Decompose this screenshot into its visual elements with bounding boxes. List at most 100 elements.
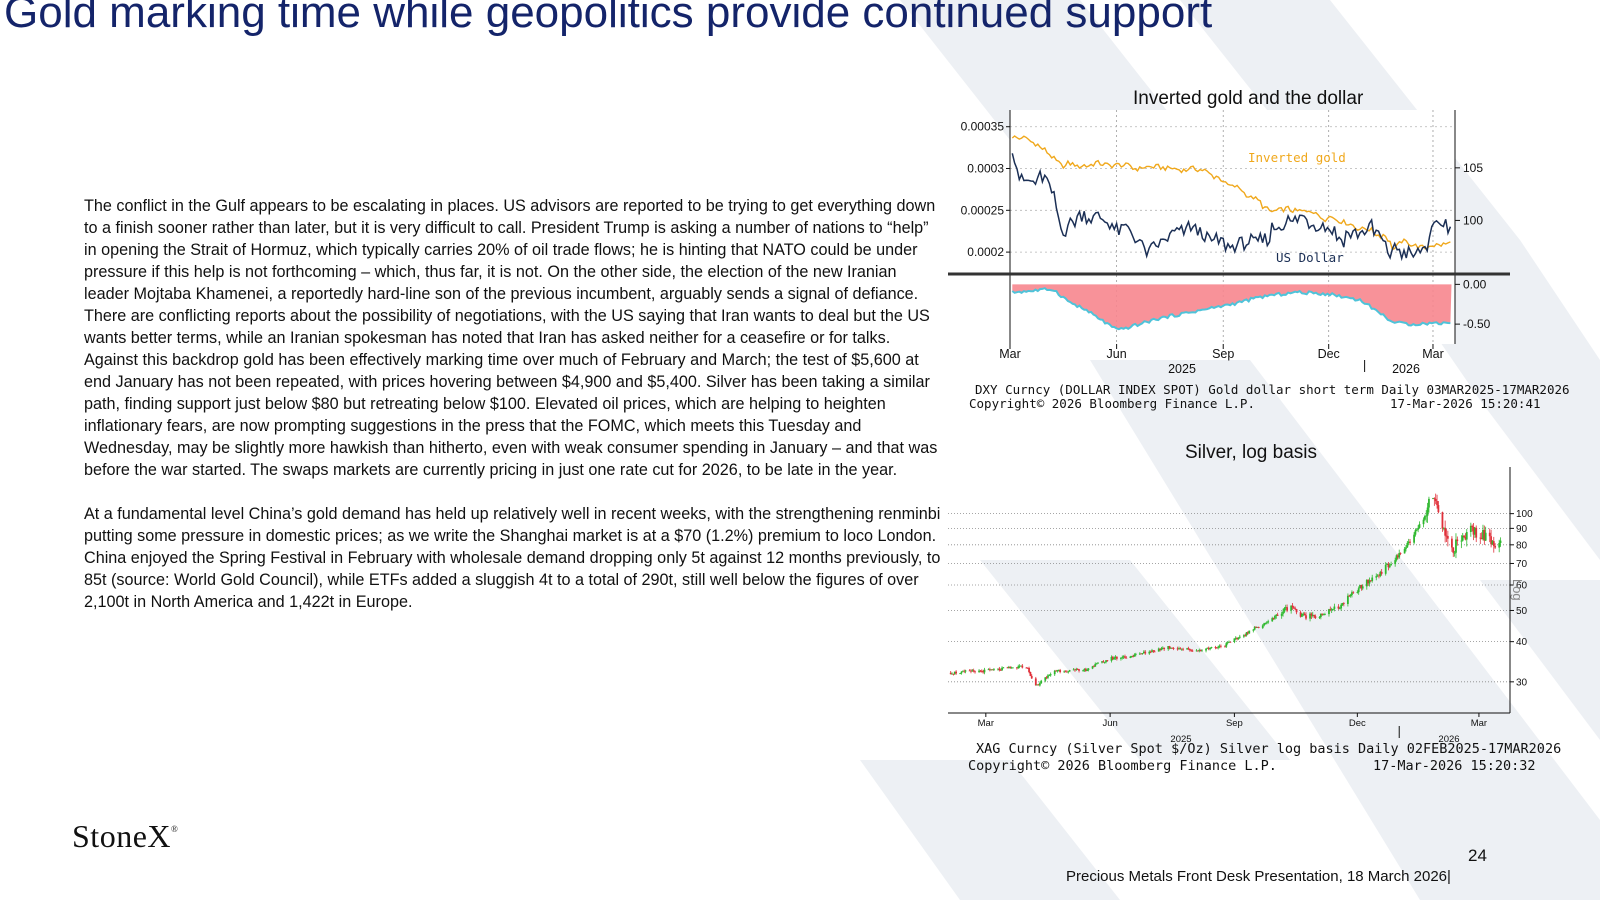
candle-body [1214,646,1217,648]
x-axis-tick-label: Mar [978,718,994,729]
x-axis-tick-label: Mar [1422,347,1444,361]
candle-body [1059,670,1062,673]
candle-body [1210,646,1213,649]
candle-body [953,671,956,674]
candle-body [1488,532,1491,537]
candle-body [1276,614,1279,616]
candle-body [1132,656,1134,657]
candle-body [1047,675,1049,678]
candle-body [1010,667,1013,669]
x-axis-year-label: 2025 [1168,362,1196,376]
candle-body [1219,645,1222,647]
candle-body [1418,524,1421,528]
y-axis-tick-label: 40 [1516,637,1528,648]
candle-body [1409,541,1411,543]
candle-body [1330,609,1333,611]
candle-body [1498,542,1501,548]
candle-body [1483,529,1486,541]
candle-body [1057,670,1060,671]
candle-body [1299,612,1302,617]
candle-body [1375,576,1378,578]
candle-body [991,669,994,671]
candle-body [1434,498,1437,502]
candle-body [1149,651,1152,653]
silver-chart-copyright: Copyright© 2026 Bloomberg Finance L.P. [968,758,1277,774]
silver-chart: 100 90 80 70 60 50 40 30 Log Mar Jun Sep Dec Mar 2025 2… [948,467,1533,745]
candle-body [1124,656,1126,658]
candle-body [1040,680,1043,684]
candle-body [1045,677,1048,679]
candle-body [1188,648,1191,651]
candle-body [1265,622,1268,624]
candle-body [1186,648,1189,650]
candle-body [1380,571,1383,574]
y-axis-tick-label: 100 [1516,509,1533,520]
candle-body [1428,498,1430,508]
candle-body [1120,657,1122,659]
x-axis-year-label: 2026 [1438,734,1459,745]
candle-body [1179,648,1182,650]
candle-body [997,668,999,670]
candle-body [1215,647,1218,649]
candle-body [1368,580,1371,584]
candle-body [1190,650,1193,651]
candle-body [1399,552,1402,554]
candle-body [1207,647,1210,650]
candle-body [1018,666,1021,667]
candle-body [1294,608,1297,610]
candle-body [1044,677,1047,681]
candle-body [1272,618,1275,619]
candle-body [1170,647,1172,649]
candle-body [1257,626,1260,628]
candle-body [1247,632,1249,634]
candle-body [1242,635,1245,637]
candle-body [1253,627,1256,630]
candle-body [1129,656,1132,658]
candle-body [1302,613,1305,615]
candle-body [1414,530,1417,535]
candle-body [1115,656,1118,659]
candle-body [1157,648,1160,652]
candle-body [1361,586,1364,589]
registered-mark: ® [171,824,179,834]
candle-body [1217,646,1220,648]
candle-body [1426,507,1429,516]
candle-body [1121,657,1124,659]
candle-body [1328,609,1330,615]
candle-body [1076,669,1079,670]
candle-body [1432,498,1434,500]
candle-body [1305,615,1307,619]
logo-text: StoneX [72,818,171,854]
candle-body [1451,538,1453,548]
candle-body [1025,667,1028,669]
candle-body [1284,607,1287,609]
candle-body [1161,647,1164,649]
candle-body [1491,541,1494,545]
log-axis-label: Log [1510,579,1525,601]
candle-body [1086,669,1089,671]
candle-body [1055,670,1057,672]
candle-body [1105,660,1107,662]
candle-body [1248,630,1251,634]
candle-body [1083,668,1086,671]
candle-body [1038,683,1041,686]
candle-body [1394,560,1397,565]
candle-body [1469,525,1472,533]
candle-body [1291,605,1294,608]
gold-dollar-chart: 0.00035 0.0003 0.00025 0.0002 105 100 0.00 -0.5… [948,110,1510,376]
candle-body [1479,537,1482,539]
candle-body [1082,670,1084,672]
candle-body [998,668,1001,670]
candle-body [1396,555,1399,558]
candle-body [993,669,995,671]
slide-title: Gold marking time while geopolitics prov… [4,0,1213,37]
candle-body [1437,505,1440,513]
candle-body [1002,667,1005,669]
candle-body [1097,662,1099,664]
candle-body [1084,668,1087,671]
candle-body [1283,608,1286,612]
candle-body [1114,656,1117,659]
candle-body [1282,611,1284,614]
candle-body [1445,535,1448,537]
candle-body [1252,629,1255,631]
